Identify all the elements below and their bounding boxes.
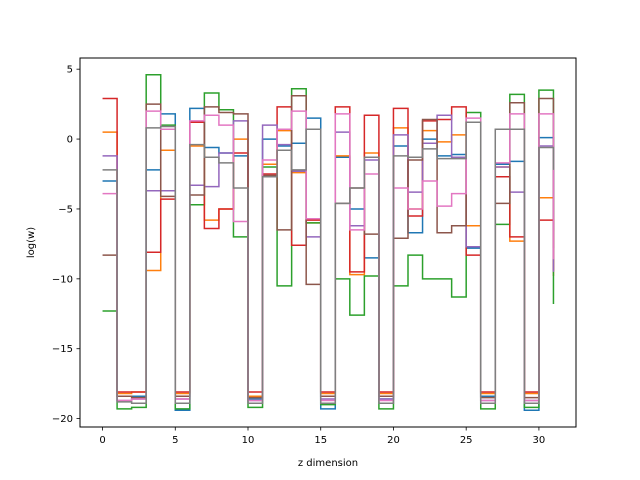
x-axis-label: z dimension bbox=[298, 458, 358, 469]
axes-frame bbox=[79, 57, 577, 428]
series-line-8 bbox=[102, 121, 555, 404]
x-tick-label: 10 bbox=[242, 435, 255, 446]
y-tick-label: 0 bbox=[67, 135, 73, 146]
x-tick-label: 30 bbox=[533, 435, 546, 446]
y-tick-label: −5 bbox=[58, 204, 73, 215]
x-tick-label: 15 bbox=[314, 435, 327, 446]
plot-area bbox=[102, 74, 555, 411]
x-axis: 0 5 10 15 20 25 30 bbox=[99, 427, 545, 446]
x-tick-label: 5 bbox=[172, 435, 178, 446]
y-axis: 5 0 −5 −10 −15 −20 bbox=[52, 65, 80, 425]
y-axis-label: log(w) bbox=[26, 227, 37, 258]
y-tick-label: −15 bbox=[52, 344, 73, 355]
y-tick-label: −20 bbox=[52, 414, 73, 425]
y-tick-label: −10 bbox=[52, 274, 73, 285]
x-tick-label: 25 bbox=[460, 435, 473, 446]
x-tick-label: 20 bbox=[387, 435, 400, 446]
x-tick-label: 0 bbox=[99, 435, 105, 446]
y-tick-label: 5 bbox=[67, 65, 73, 76]
